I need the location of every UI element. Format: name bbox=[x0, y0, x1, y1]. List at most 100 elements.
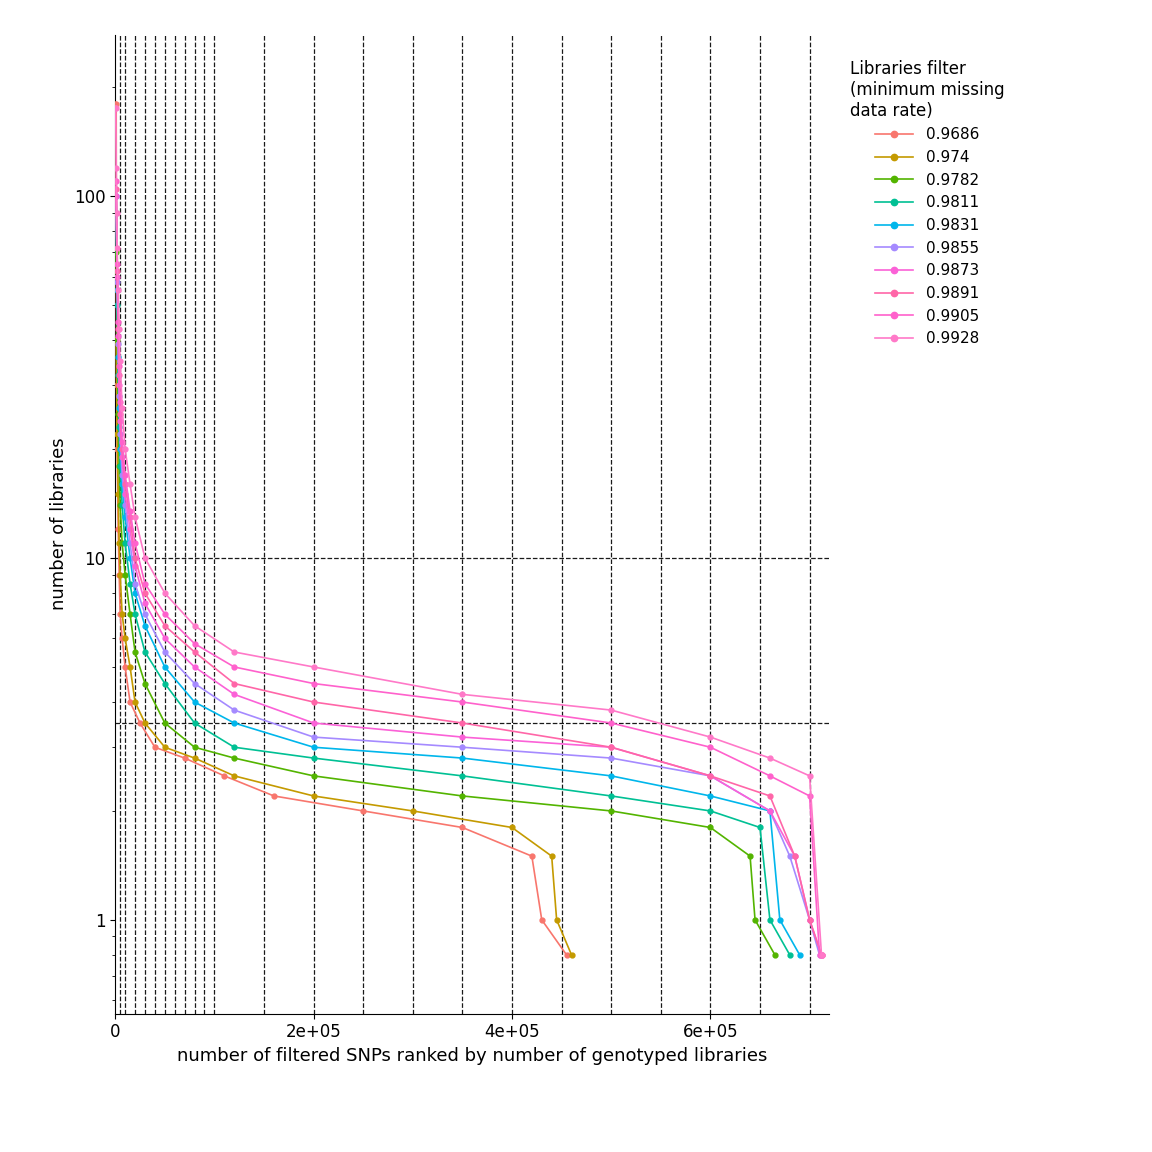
0.9811 bbox=[113, 458, 127, 472]
0.9686 bbox=[525, 849, 539, 863]
0.9782 bbox=[704, 820, 718, 834]
0.974 bbox=[112, 536, 126, 550]
0.9873 bbox=[227, 688, 241, 702]
0.9831 bbox=[763, 804, 776, 818]
0.9928 bbox=[108, 101, 122, 115]
0.974 bbox=[545, 849, 559, 863]
0.9855 bbox=[227, 703, 241, 717]
Line: 0.9905: 0.9905 bbox=[113, 179, 821, 957]
0.9782 bbox=[112, 407, 126, 420]
0.9782 bbox=[115, 536, 129, 550]
0.9686 bbox=[455, 820, 469, 834]
Line: 0.9686: 0.9686 bbox=[113, 101, 569, 957]
Y-axis label: number of libraries: number of libraries bbox=[51, 438, 68, 611]
0.9891 bbox=[455, 717, 469, 730]
0.9891 bbox=[119, 477, 132, 491]
0.9782 bbox=[188, 741, 202, 755]
0.974 bbox=[113, 568, 127, 582]
0.9905 bbox=[158, 607, 172, 621]
0.974 bbox=[306, 789, 320, 803]
0.9873 bbox=[306, 717, 320, 730]
0.9855 bbox=[119, 499, 132, 513]
0.9831 bbox=[112, 350, 126, 364]
0.9811 bbox=[112, 420, 126, 434]
0.9831 bbox=[605, 770, 619, 783]
0.9873 bbox=[455, 730, 469, 744]
0.974 bbox=[128, 695, 142, 708]
0.9811 bbox=[138, 645, 152, 659]
0.9855 bbox=[605, 751, 619, 765]
0.9905 bbox=[803, 789, 817, 803]
0.9928 bbox=[112, 283, 126, 297]
0.974 bbox=[406, 804, 419, 818]
0.9928 bbox=[814, 948, 828, 962]
0.9811 bbox=[112, 369, 126, 382]
0.9782 bbox=[112, 458, 126, 472]
0.9811 bbox=[704, 804, 718, 818]
0.9873 bbox=[158, 631, 172, 645]
0.974 bbox=[123, 660, 137, 674]
0.9855 bbox=[158, 645, 172, 659]
0.9905 bbox=[812, 948, 826, 962]
0.974 bbox=[158, 741, 172, 755]
0.974 bbox=[111, 427, 124, 441]
0.9928 bbox=[763, 751, 776, 765]
0.9855 bbox=[123, 536, 137, 550]
0.9891 bbox=[306, 695, 320, 708]
0.9891 bbox=[128, 551, 142, 564]
0.9891 bbox=[113, 407, 127, 420]
0.9928 bbox=[455, 688, 469, 702]
0.9686 bbox=[177, 751, 191, 765]
0.9811 bbox=[123, 577, 137, 591]
0.9891 bbox=[803, 912, 817, 926]
0.9811 bbox=[605, 789, 619, 803]
0.9811 bbox=[455, 770, 469, 783]
0.9831 bbox=[123, 551, 137, 564]
0.9831 bbox=[188, 695, 202, 708]
0.974 bbox=[188, 751, 202, 765]
0.9873 bbox=[605, 741, 619, 755]
0.9811 bbox=[108, 206, 122, 220]
0.9928 bbox=[113, 355, 127, 369]
0.9811 bbox=[115, 499, 129, 513]
0.9855 bbox=[109, 189, 123, 203]
0.9855 bbox=[704, 770, 718, 783]
0.9686 bbox=[218, 770, 232, 783]
0.9782 bbox=[743, 849, 757, 863]
0.9928 bbox=[111, 241, 124, 255]
0.9905 bbox=[115, 434, 129, 448]
0.9891 bbox=[108, 182, 122, 196]
0.9873 bbox=[115, 450, 129, 464]
0.974 bbox=[109, 333, 123, 347]
0.9831 bbox=[227, 717, 241, 730]
0.9891 bbox=[188, 645, 202, 659]
X-axis label: number of filtered SNPs ranked by number of genotyped libraries: number of filtered SNPs ranked by number… bbox=[177, 1047, 767, 1066]
0.9811 bbox=[227, 741, 241, 755]
Line: 0.9928: 0.9928 bbox=[113, 106, 824, 957]
0.9782 bbox=[158, 717, 172, 730]
0.9905 bbox=[128, 536, 142, 550]
0.9873 bbox=[112, 329, 126, 343]
0.974 bbox=[564, 948, 578, 962]
0.9905 bbox=[188, 637, 202, 651]
0.9811 bbox=[783, 948, 797, 962]
0.9831 bbox=[111, 283, 124, 297]
0.9905 bbox=[138, 577, 152, 591]
0.9855 bbox=[115, 468, 129, 482]
0.9891 bbox=[814, 948, 828, 962]
0.9873 bbox=[128, 559, 142, 573]
0.9928 bbox=[112, 323, 126, 336]
0.974 bbox=[550, 912, 563, 926]
0.9855 bbox=[803, 912, 817, 926]
0.9782 bbox=[119, 568, 132, 582]
0.9686 bbox=[112, 568, 126, 582]
0.9905 bbox=[113, 395, 127, 409]
0.9928 bbox=[138, 551, 152, 564]
0.9873 bbox=[119, 487, 132, 501]
0.9891 bbox=[112, 323, 126, 336]
0.9811 bbox=[188, 717, 202, 730]
0.9831 bbox=[109, 189, 123, 203]
0.9782 bbox=[748, 912, 761, 926]
0.9873 bbox=[788, 849, 802, 863]
0.9928 bbox=[108, 101, 122, 115]
